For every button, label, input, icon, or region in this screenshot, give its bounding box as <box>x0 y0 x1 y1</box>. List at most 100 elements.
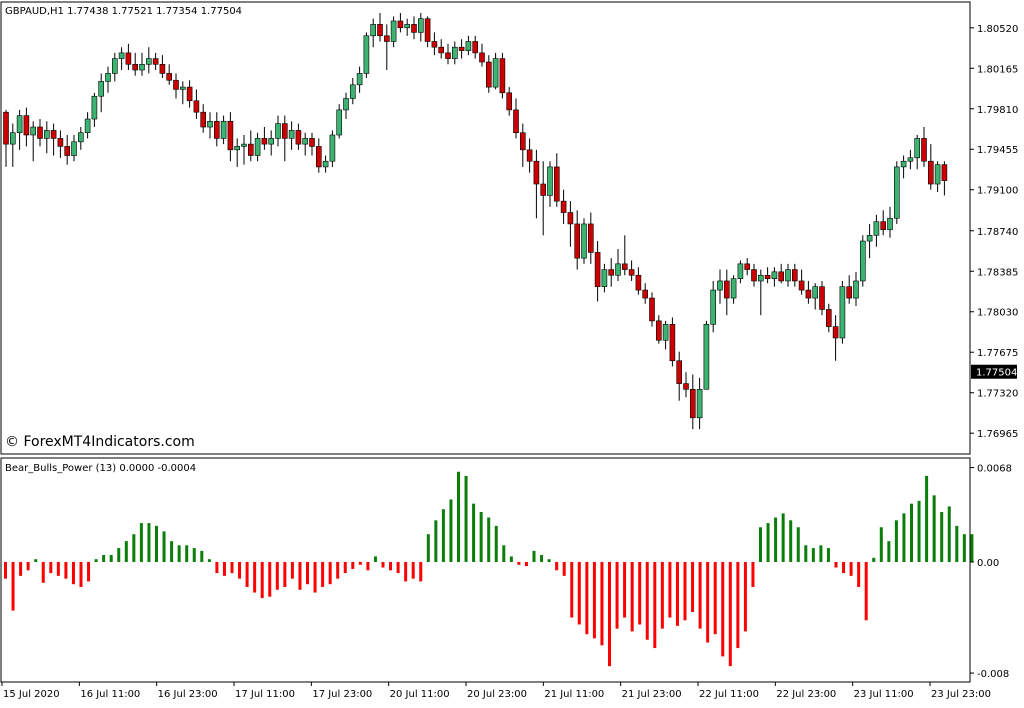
indicator-y-tick-label: -0.008 <box>977 669 1009 680</box>
candle-body <box>485 61 492 88</box>
power-bar <box>253 561 257 593</box>
y-tick-label: 1.80520 <box>977 24 1018 35</box>
candle-body <box>601 269 608 287</box>
power-bar <box>34 559 38 562</box>
candle-body <box>574 223 581 259</box>
candle-body <box>812 286 819 299</box>
candle-body <box>662 323 669 341</box>
power-bar <box>132 534 136 562</box>
power-bar <box>713 561 717 635</box>
candle-body <box>336 109 343 136</box>
candle-body <box>207 121 213 128</box>
power-bar <box>230 561 234 574</box>
candle-body <box>377 24 383 37</box>
power-bar <box>381 561 385 568</box>
power-bar <box>41 561 45 583</box>
power-bar <box>170 541 174 562</box>
candle-body <box>594 252 601 287</box>
candle-body <box>329 134 336 162</box>
power-bar <box>547 559 551 562</box>
candle-body <box>30 126 37 136</box>
power-bar <box>56 561 60 576</box>
power-bar <box>638 561 642 625</box>
candle-body <box>349 84 356 99</box>
power-bar <box>411 561 415 579</box>
power-bar <box>683 561 687 621</box>
power-bar <box>849 561 853 576</box>
power-bar <box>834 561 838 568</box>
x-tick-label: 22 Jul 11:00 <box>699 689 759 700</box>
power-bar <box>864 561 868 621</box>
x-tick-label: 21 Jul 11:00 <box>544 689 604 700</box>
candle-body <box>900 160 907 168</box>
candle-body <box>887 217 893 230</box>
candle-body <box>547 166 553 196</box>
candle-body <box>499 58 506 94</box>
candle-body <box>805 289 812 299</box>
candle-body <box>152 58 159 65</box>
y-tick-label: 1.77675 <box>977 348 1018 359</box>
candle-body <box>819 286 825 310</box>
power-bar <box>902 513 906 562</box>
x-tick-label: 17 Jul 11:00 <box>235 689 295 700</box>
indicator-panel[interactable] <box>0 457 971 683</box>
current-price-label: 1.77504 <box>976 368 1017 379</box>
power-bar <box>396 561 400 574</box>
candle-body <box>914 138 921 159</box>
power-bar <box>668 561 672 618</box>
power-bar <box>49 561 53 574</box>
candle-body <box>628 269 635 276</box>
power-bar <box>260 561 264 599</box>
candle-body <box>907 157 914 162</box>
power-bar <box>879 527 883 562</box>
power-bar <box>857 561 861 587</box>
power-bar <box>71 561 75 585</box>
power-bar <box>811 548 815 562</box>
power-bar <box>623 561 627 618</box>
x-tick-label: 16 Jul 23:00 <box>158 689 218 700</box>
candle-body <box>921 138 927 162</box>
candle-body <box>540 183 547 196</box>
power-bar <box>660 561 664 629</box>
power-bar <box>124 541 128 562</box>
candle-body <box>751 269 757 282</box>
candle-body <box>71 141 77 156</box>
power-bar <box>970 534 974 562</box>
power-bar <box>600 561 604 646</box>
power-bar <box>419 561 423 582</box>
main-chart-panel[interactable] <box>0 1 971 455</box>
x-tick-label: 16 Jul 11:00 <box>80 689 140 700</box>
candle-body <box>533 160 540 185</box>
power-bar <box>192 548 196 562</box>
indicator-y-tick-label: 0.0068 <box>977 464 1012 475</box>
power-bar <box>139 523 143 562</box>
candle-body <box>139 63 145 71</box>
power-bar <box>653 561 657 649</box>
candle-body <box>112 58 118 74</box>
candle-body <box>241 143 247 147</box>
power-bar <box>426 534 430 562</box>
x-tick-label: 22 Jul 23:00 <box>776 689 836 700</box>
power-bar <box>328 561 332 585</box>
candle-body <box>390 20 397 42</box>
power-bar <box>185 545 189 562</box>
candle-body <box>683 383 689 390</box>
candle-body <box>268 138 275 145</box>
candle-body <box>669 323 676 362</box>
power-bar <box>102 555 106 562</box>
candle-body <box>825 309 832 327</box>
power-bar <box>743 561 747 632</box>
power-bar <box>706 561 710 643</box>
power-bar <box>509 556 513 562</box>
candle-body <box>655 320 662 341</box>
power-bar <box>736 561 740 649</box>
power-bar <box>630 561 634 632</box>
candle-body <box>118 52 125 59</box>
chart-header: GBPAUD,H1 1.77438 1.77521 1.77354 1.7750… <box>5 6 242 17</box>
power-bar <box>64 561 68 579</box>
candle-body <box>567 212 574 225</box>
power-bar <box>11 561 15 611</box>
power-bar <box>721 561 725 657</box>
